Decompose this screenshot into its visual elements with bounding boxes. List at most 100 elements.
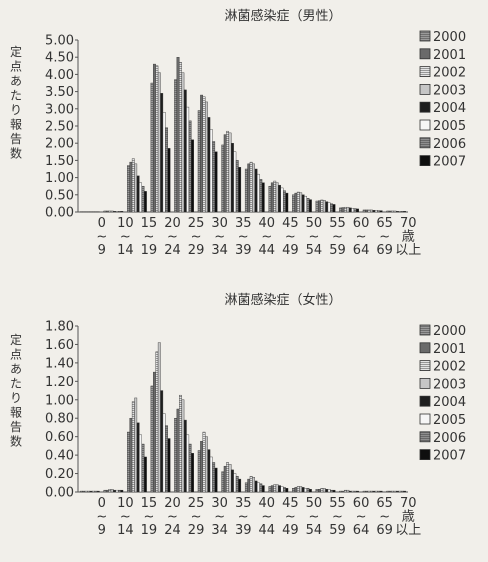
bar [139, 182, 142, 213]
bar [105, 210, 109, 213]
y-tick-label: 0.20 [45, 467, 74, 482]
bar-hatch [212, 462, 215, 492]
bar-hatch [84, 491, 88, 492]
bar-hatch [306, 488, 310, 492]
bar [261, 485, 265, 493]
x-tick-label: 70 歳以上 [395, 496, 421, 538]
bar-hatch [259, 179, 263, 212]
x-tick-label: 20 ~24 [164, 496, 181, 538]
bar [351, 490, 355, 493]
bar-hatch [330, 203, 333, 212]
bar [388, 490, 392, 493]
bar [325, 201, 329, 213]
bar [247, 478, 251, 493]
bar [348, 490, 352, 493]
bar [257, 173, 260, 213]
y-tick-label: 1.00 [45, 171, 74, 186]
y-tick-label: 1.50 [45, 154, 74, 169]
bar-hatch [273, 181, 276, 212]
bar [374, 210, 378, 213]
bar-hatch [245, 169, 248, 212]
y-tick-label: 1.80 [45, 320, 74, 335]
bar-hatch [108, 210, 111, 212]
bar-hatch [132, 401, 135, 492]
bar [200, 94, 204, 213]
bar [153, 371, 156, 493]
bar [346, 206, 350, 213]
bar [275, 182, 279, 213]
bar [186, 434, 190, 493]
bar-hatch [165, 425, 168, 492]
bar-hatch [292, 194, 295, 212]
bar [231, 469, 234, 493]
y-tick-label: 0.40 [45, 449, 74, 464]
legend-label: 2003 [433, 377, 466, 392]
y-tick-label: 4.00 [45, 68, 74, 83]
bar [120, 211, 124, 213]
legend-label: 2004 [433, 101, 466, 116]
bar [393, 490, 397, 493]
legend-swatch-hatch [420, 360, 430, 371]
bar [327, 202, 331, 213]
bar [113, 489, 116, 493]
bar [120, 489, 124, 493]
y-axis-label: 定点あたり報告数 [10, 332, 22, 449]
bar [325, 489, 329, 493]
bar [231, 142, 234, 213]
chart-title: 淋菌感染症（男性） [224, 8, 341, 24]
bar-hatch [268, 186, 272, 212]
bar [351, 208, 355, 213]
legend-label: 2007 [433, 155, 466, 170]
x-tick-label: 65 ~69 [376, 496, 393, 538]
bar-hatch [174, 79, 177, 212]
bar [278, 485, 281, 493]
y-axis-label: 定点あたり報告数 [10, 44, 22, 161]
bar [299, 486, 303, 493]
bar [396, 211, 399, 213]
bar [254, 480, 258, 493]
bar-hatch [127, 165, 130, 212]
bar-hatch [339, 207, 342, 212]
bar [207, 449, 211, 493]
legend-label: 2001 [433, 48, 466, 63]
male-chart: 淋菌感染症（男性） 定点あたり報告数 5.00 4.50 4.00 3.50 3.00 2.5… [10, 8, 466, 258]
bar [285, 192, 289, 213]
bar [183, 89, 187, 213]
bar [153, 63, 156, 213]
y-tick-label: 2.50 [45, 120, 74, 135]
legend-swatch [419, 377, 431, 389]
bar [348, 207, 352, 213]
bar-hatch [344, 490, 347, 492]
bar [294, 487, 298, 493]
y-tick-label: 0.60 [45, 430, 74, 445]
bar [115, 489, 119, 493]
bar-hatch [221, 144, 224, 212]
x-tick-label: 55 ~59 [329, 216, 346, 258]
bar [136, 422, 140, 493]
bar [299, 192, 303, 213]
bar-hatch [165, 127, 168, 212]
bar-hatch [320, 199, 324, 212]
bar-hatch [283, 190, 286, 212]
legend-swatch [419, 413, 431, 425]
bar-hatch [174, 418, 177, 492]
y-tick-label: 1.00 [45, 393, 74, 408]
bar [403, 490, 407, 493]
bar-hatch [197, 110, 201, 212]
bar [233, 473, 237, 493]
bar [160, 93, 164, 213]
bar [332, 489, 336, 493]
bar [379, 210, 383, 213]
x-tick-label: 30 ~34 [211, 216, 228, 258]
bar-hatch [202, 96, 206, 212]
bar [332, 204, 336, 213]
bar [160, 390, 164, 493]
bar [113, 211, 116, 213]
x-tick-label: 50 ~54 [306, 496, 323, 538]
x-tick-label: 25 ~29 [188, 496, 205, 538]
legend-swatch-hatch [420, 31, 430, 41]
bar-hatch [391, 491, 394, 492]
y-tick-label: 0.00 [45, 206, 74, 221]
bar-hatch [118, 490, 121, 492]
